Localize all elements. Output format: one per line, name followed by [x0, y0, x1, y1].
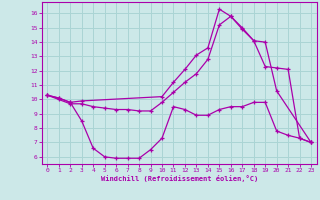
- X-axis label: Windchill (Refroidissement éolien,°C): Windchill (Refroidissement éolien,°C): [100, 175, 258, 182]
